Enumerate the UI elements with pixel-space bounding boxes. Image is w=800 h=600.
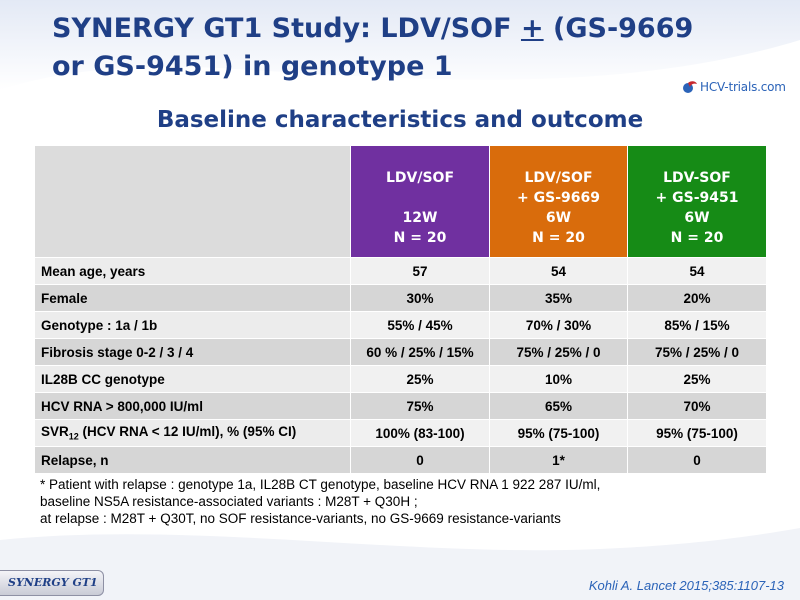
row-label: HCV RNA > 800,000 IU/ml — [34, 392, 351, 420]
cell-value: 20% — [627, 284, 767, 312]
table-row: Relapse, n 0 1* 0 — [34, 446, 767, 474]
cell-value: 100% (83-100) — [350, 419, 490, 447]
cell-value: 30% — [350, 284, 490, 312]
cell-value: 54 — [489, 257, 628, 285]
table-header-row: LDV/SOF 12W N = 20 LDV/SOF + GS-9669 6W … — [34, 145, 767, 258]
table-row: Mean age, years 57 54 54 — [34, 257, 767, 285]
reference-citation: Kohli A. Lancet 2015;385:1107-13 — [588, 578, 784, 593]
cell-value: 75% / 25% / 0 — [489, 338, 628, 366]
arm-header-gs9669: LDV/SOF + GS-9669 6W N = 20 — [489, 145, 628, 258]
slide-title: SYNERGY GT1 Study: LDV/SOF + (GS-9669 or… — [52, 13, 694, 82]
footnote-line: at relapse : M28T + Q30T, no SOF resista… — [40, 511, 561, 526]
row-label: Mean age, years — [34, 257, 351, 285]
table-row: HCV RNA > 800,000 IU/ml 75% 65% 70% — [34, 392, 767, 420]
cell-value: 60 % / 25% / 15% — [350, 338, 490, 366]
footnote-line: * Patient with relapse : genotype 1a, IL… — [40, 477, 601, 492]
footnote: * Patient with relapse : genotype 1a, IL… — [40, 476, 780, 527]
row-label: Female — [34, 284, 351, 312]
cell-value: 1* — [489, 446, 628, 474]
section-subtitle: Baseline characteristics and outcome — [156, 107, 644, 133]
logo-icon — [683, 81, 697, 93]
logo: HCV-trials.com — [682, 77, 786, 97]
cell-value: 35% — [489, 284, 628, 312]
footnote-line: baseline NS5A resistance-associated vari… — [40, 494, 418, 509]
cell-value: 54 — [627, 257, 767, 285]
cell-value: 10% — [489, 365, 628, 393]
table-row: IL28B CC genotype 25% 10% 25% — [34, 365, 767, 393]
cell-value: 75% — [350, 392, 490, 420]
cell-value: 95% (75-100) — [627, 419, 767, 447]
table-row: Fibrosis stage 0-2 / 3 / 4 60 % / 25% / … — [34, 338, 767, 366]
table-row: SVR12 (HCV RNA < 12 IU/ml), % (95% CI) 1… — [34, 419, 767, 447]
cell-value: 95% (75-100) — [489, 419, 628, 447]
cell-value: 70% / 30% — [489, 311, 628, 339]
cell-value: 75% / 25% / 0 — [627, 338, 767, 366]
row-label: Genotype : 1a / 1b — [34, 311, 351, 339]
cell-value: 55% / 45% — [350, 311, 490, 339]
cell-value: 25% — [350, 365, 490, 393]
row-label-svr12: SVR12 (HCV RNA < 12 IU/ml), % (95% CI) — [34, 419, 351, 447]
cell-value: 85% / 15% — [627, 311, 767, 339]
arm-header-ldv-sof-12w: LDV/SOF 12W N = 20 — [350, 145, 490, 258]
cell-value: 65% — [489, 392, 628, 420]
characteristics-table: LDV/SOF 12W N = 20 LDV/SOF + GS-9669 6W … — [34, 145, 767, 474]
cell-value: 25% — [627, 365, 767, 393]
cell-value: 57 — [350, 257, 490, 285]
row-label: IL28B CC genotype — [34, 365, 351, 393]
row-label: Relapse, n — [34, 446, 351, 474]
table-row: Female 30% 35% 20% — [34, 284, 767, 312]
table-row: Genotype : 1a / 1b 55% / 45% 70% / 30% 8… — [34, 311, 767, 339]
row-label: Fibrosis stage 0-2 / 3 / 4 — [34, 338, 351, 366]
cell-value: 0 — [627, 446, 767, 474]
table-corner-cell — [34, 145, 351, 258]
logo-text: HCV-trials.com — [700, 80, 786, 94]
cell-value: 0 — [350, 446, 490, 474]
arm-header-gs9451: LDV-SOF + GS-9451 6W N = 20 — [627, 145, 767, 258]
cell-value: 70% — [627, 392, 767, 420]
study-badge: SYNERGY GT1 — [0, 570, 104, 596]
